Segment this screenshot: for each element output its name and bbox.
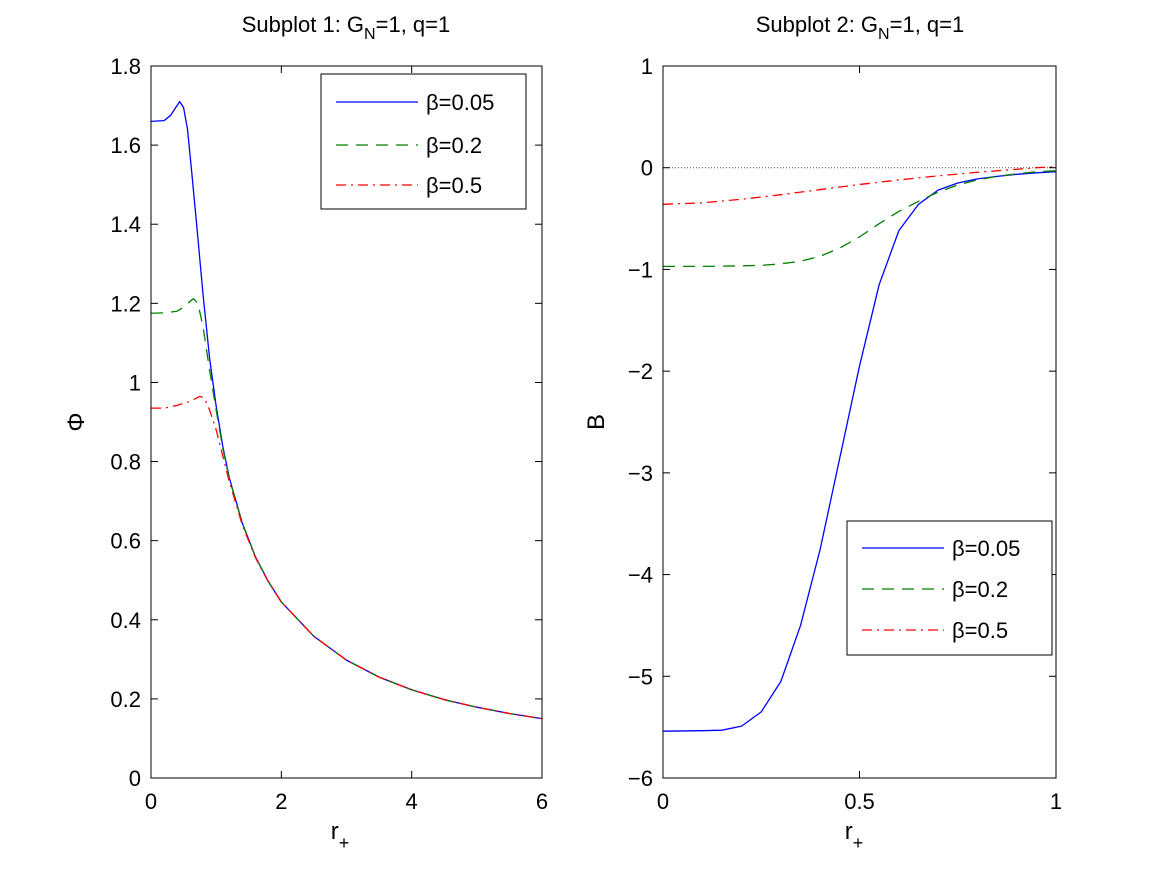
subplot-1-y-tick-label: 0.4: [110, 608, 141, 633]
subplot-2-y-axis-label: B: [583, 414, 610, 430]
subplot-2-legend-label-beta-005: β=0.05: [952, 536, 1020, 561]
subplot-1: 0 2 4 6 0 0.2 0.4 0.6 0.8 1 1.2 1.4 1.6 1.8 Subplot 1…: [63, 12, 548, 853]
subplot-2-series-group: [662, 166, 1057, 732]
subplot-1-x-tick-label: 4: [406, 789, 418, 814]
subplot-2-ticks: 0 0.5 1 −6 −5 −4 −3 −2 −1 0 1: [628, 54, 1062, 814]
subplot-1-y-tick-label: 1.6: [110, 133, 141, 158]
subplot-1-y-tick-label: 1.8: [110, 54, 141, 79]
subplot-1-y-tick-label: 1.4: [110, 212, 141, 237]
subplot-2-legend-label-beta-05: β=0.5: [952, 618, 1008, 643]
subplot-2-y-tick-label: −3: [628, 461, 653, 486]
subplot-2-title: Subplot 2: GN=1, q=1: [756, 12, 965, 43]
subplot-2: 0 0.5 1 −6 −5 −4 −3 −2 −1 0 1 Subplot 2: GN=1, q=1…: [583, 12, 1062, 853]
subplot-2-y-tick-label: −6: [628, 766, 653, 791]
subplot-1-series-group: [150, 100, 543, 720]
subplot-2-x-tick-label: 1: [1050, 789, 1062, 814]
subplot-1-y-tick-label: 0.8: [110, 450, 141, 475]
subplot-2-y-tick-label: −2: [628, 359, 653, 384]
subplot-2-y-tick-label: −4: [628, 563, 653, 588]
subplot-2-y-tick-label: −1: [628, 257, 653, 282]
subplot-2-plot-area: [663, 66, 1056, 778]
subplot-1-x-axis-label: r+: [331, 818, 350, 853]
subplot-2-legend-box: [846, 520, 1053, 656]
subplot-1-legend-label-beta-005: β=0.05: [426, 90, 494, 115]
subplot-1-y-tick-label: 1.2: [110, 291, 141, 316]
subplot-1-y-tick-label: 0.6: [110, 529, 141, 554]
subplot-1-x-tick-label: 0: [145, 789, 157, 814]
subplot-2-x-tick-label: 0: [657, 789, 669, 814]
subplot-1-ticks: 0 2 4 6 0 0.2 0.4 0.6 0.8 1 1.2 1.4 1.6 1.8: [110, 54, 548, 814]
subplot-2-x-tick-label: 0.5: [844, 789, 875, 814]
subplot-1-y-tick-label: 1: [129, 370, 141, 395]
subplot-2-y-tick-label: −5: [628, 664, 653, 689]
subplot-2-x-axis-label: r+: [845, 818, 864, 853]
subplot-2-series-line-0-5: [662, 166, 1057, 205]
subplot-2-series-line-0-2: [663, 170, 1057, 268]
subplot-1-legend: β=0.05 β=0.2 β=0.5: [320, 73, 527, 210]
subplot-1-y-axis-label: Φ: [63, 412, 90, 431]
subplot-1-y-tick-label: 0: [129, 766, 141, 791]
subplot-2-legend: β=0.05 β=0.2 β=0.5: [846, 520, 1053, 656]
subplot-1-x-tick-label: 2: [275, 789, 287, 814]
subplot-1-x-tick-label: 6: [536, 789, 548, 814]
subplot-2-y-tick-label: 0: [641, 156, 653, 181]
subplot-1-legend-label-beta-02: β=0.2: [426, 133, 482, 158]
subplot-1-series-line-0-05: [150, 100, 543, 720]
subplot-2-legend-label-beta-02: β=0.2: [952, 577, 1008, 602]
subplot-2-y-tick-label: 1: [641, 54, 653, 79]
subplot-1-axes-box: [150, 65, 543, 779]
subplot-1-legend-label-beta-05: β=0.5: [426, 173, 482, 198]
subplot-1-legend-box: [320, 73, 527, 210]
subplot-1-title: Subplot 1: GN=1, q=1: [242, 12, 451, 43]
subplot-1-series-line-0-5: [151, 395, 543, 720]
subplot-1-y-tick-label: 0.2: [110, 687, 141, 712]
